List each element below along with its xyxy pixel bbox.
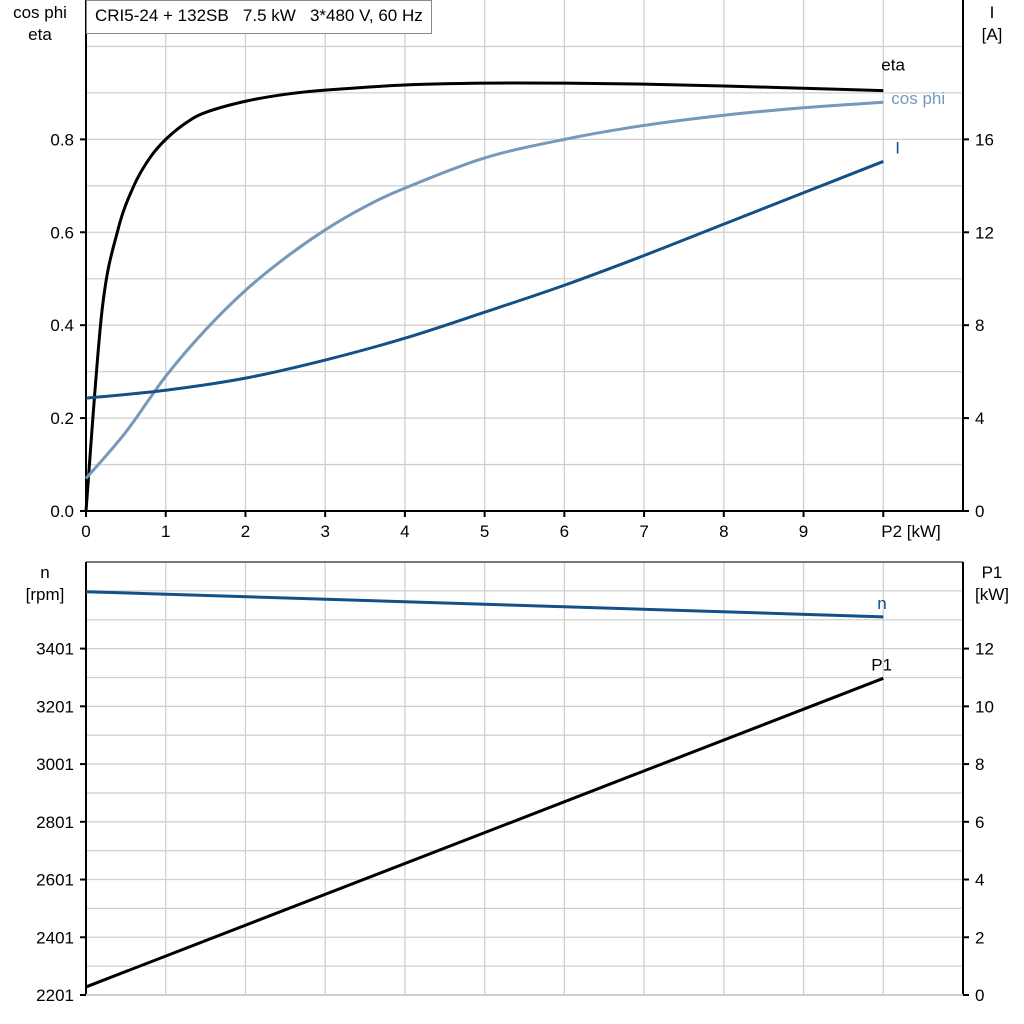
left-tick-label: 3001 — [36, 755, 74, 774]
left-tick-label: 0.2 — [50, 409, 74, 428]
series-label-p1: P1 — [871, 655, 892, 674]
x-tick-label: 6 — [560, 522, 569, 541]
series-label-eta: eta — [881, 56, 905, 75]
x-tick-label: 0 — [81, 522, 90, 541]
series-line-cos-phi — [84, 100, 884, 480]
series-line-p1 — [85, 676, 884, 989]
right-tick-label: 4 — [975, 871, 984, 890]
series-label-n: n — [877, 594, 886, 613]
right-tick-label: 4 — [975, 409, 984, 428]
right-tick-label: 8 — [975, 755, 984, 774]
x-tick-label: 2 — [241, 522, 250, 541]
left-tick-label: 2601 — [36, 871, 74, 890]
left-tick-label: 2401 — [36, 928, 74, 947]
left-tick-label: 0.0 — [50, 502, 74, 521]
right-tick-label: 0 — [975, 986, 984, 1005]
x-tick-label: 1 — [161, 522, 170, 541]
right-tick-label: 2 — [975, 928, 984, 947]
left-tick-label: 3201 — [36, 697, 74, 716]
series-line-i — [85, 160, 884, 400]
x-tick-label: 9 — [799, 522, 808, 541]
left-axis-label: n — [40, 563, 49, 582]
x-tick-label: 7 — [639, 522, 648, 541]
series-label-i: I — [895, 138, 900, 157]
series-line-n — [85, 590, 884, 619]
series-label-cos-phi: cos phi — [891, 89, 945, 108]
right-axis-label: [kW] — [975, 585, 1009, 604]
right-axis-label: I — [990, 3, 995, 22]
right-tick-label: 12 — [975, 640, 994, 659]
right-tick-label: 16 — [975, 130, 994, 149]
left-axis-label: cos phi — [13, 3, 67, 22]
x-tick-label: 4 — [400, 522, 409, 541]
x-tick-label: 8 — [719, 522, 728, 541]
right-tick-label: 12 — [975, 223, 994, 242]
series-line-eta — [84, 81, 884, 512]
left-axis-label: [rpm] — [26, 585, 65, 604]
left-tick-label: 0.6 — [50, 223, 74, 242]
left-tick-label: 2201 — [36, 986, 74, 1005]
x-axis-label: P2 [kW] — [881, 522, 941, 541]
right-axis-label: P1 — [982, 563, 1003, 582]
left-tick-label: 0.8 — [50, 130, 74, 149]
chart-title: CRI5-24 + 132SB 7.5 kW 3*480 V, 60 Hz — [86, 0, 432, 34]
left-tick-label: 2801 — [36, 813, 74, 832]
right-tick-label: 10 — [975, 697, 994, 716]
left-tick-label: 3401 — [36, 640, 74, 659]
x-tick-label: 5 — [480, 522, 489, 541]
x-tick-label: 3 — [320, 522, 329, 541]
right-tick-label: 0 — [975, 502, 984, 521]
right-tick-label: 8 — [975, 316, 984, 335]
left-axis-label: eta — [28, 25, 52, 44]
right-tick-label: 6 — [975, 813, 984, 832]
right-axis-label: [A] — [982, 25, 1003, 44]
left-tick-label: 0.4 — [50, 316, 74, 335]
